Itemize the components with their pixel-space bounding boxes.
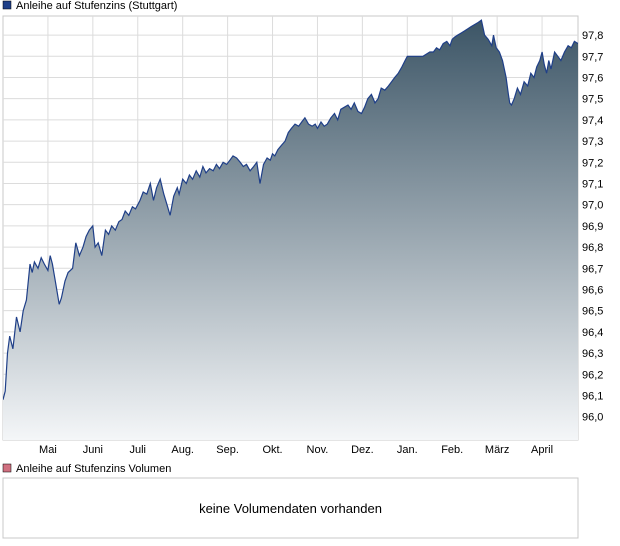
y-tick-label: 96,2 [582, 369, 603, 381]
x-tick-label: April [531, 444, 553, 456]
x-tick-label: Jan. [397, 444, 418, 456]
price-area [3, 20, 578, 440]
y-tick-label: 97,1 [582, 178, 603, 190]
y-tick-label: 96,9 [582, 221, 603, 233]
y-axis: 97,8 97,7 97,6 97,5 97,4 97,3 97,2 97,1 97,0 96,9… [582, 30, 603, 424]
y-tick-label: 97,3 [582, 136, 603, 148]
price-line [3, 19, 578, 400]
x-tick-label: Aug. [171, 444, 194, 456]
x-tick-label: Dez. [351, 444, 374, 456]
price-area-layer [3, 19, 578, 440]
volume-legend-label: Anleihe auf Stufenzins Volumen [16, 463, 171, 475]
x-tick-label: März [485, 444, 509, 456]
x-tick-label: Nov. [307, 444, 329, 456]
y-tick-label: 96,5 [582, 306, 603, 318]
y-tick-label: 96,0 [582, 412, 603, 424]
volume-legend-swatch [2, 463, 12, 473]
x-tick-label: Sep. [216, 444, 239, 456]
x-axis: Mai Juni Juli Aug. Sep. Okt. Nov. Dez. Jan. Feb. M… [39, 444, 553, 456]
y-tick-label: 96,1 [582, 390, 603, 402]
y-tick-label: 96,4 [582, 327, 603, 339]
price-legend-swatch [2, 0, 12, 10]
y-tick-label: 97,6 [582, 72, 603, 84]
x-tick-label: Feb. [441, 444, 463, 456]
volume-panel [2, 477, 579, 539]
y-tick-label: 96,8 [582, 242, 603, 254]
x-tick-label: Juni [83, 444, 103, 456]
x-tick-label: Juli [130, 444, 147, 456]
y-tick-label: 97,0 [582, 200, 603, 212]
y-tick-label: 97,5 [582, 94, 603, 106]
no-volume-message: keine Volumendaten vorhanden [199, 500, 382, 516]
x-tick-label: Mai [39, 444, 57, 456]
y-tick-label: 97,7 [582, 51, 603, 63]
y-tick-label: 96,7 [582, 263, 603, 275]
y-tick-label: 97,2 [582, 157, 603, 169]
y-tick-label: 96,3 [582, 348, 603, 360]
x-tick-label: Okt. [262, 444, 282, 456]
price-legend-label: Anleihe auf Stufenzins (Stuttgart) [16, 0, 177, 12]
y-tick-label: 97,4 [582, 115, 603, 127]
y-tick-label: 97,8 [582, 30, 603, 42]
y-tick-label: 96,6 [582, 284, 603, 296]
